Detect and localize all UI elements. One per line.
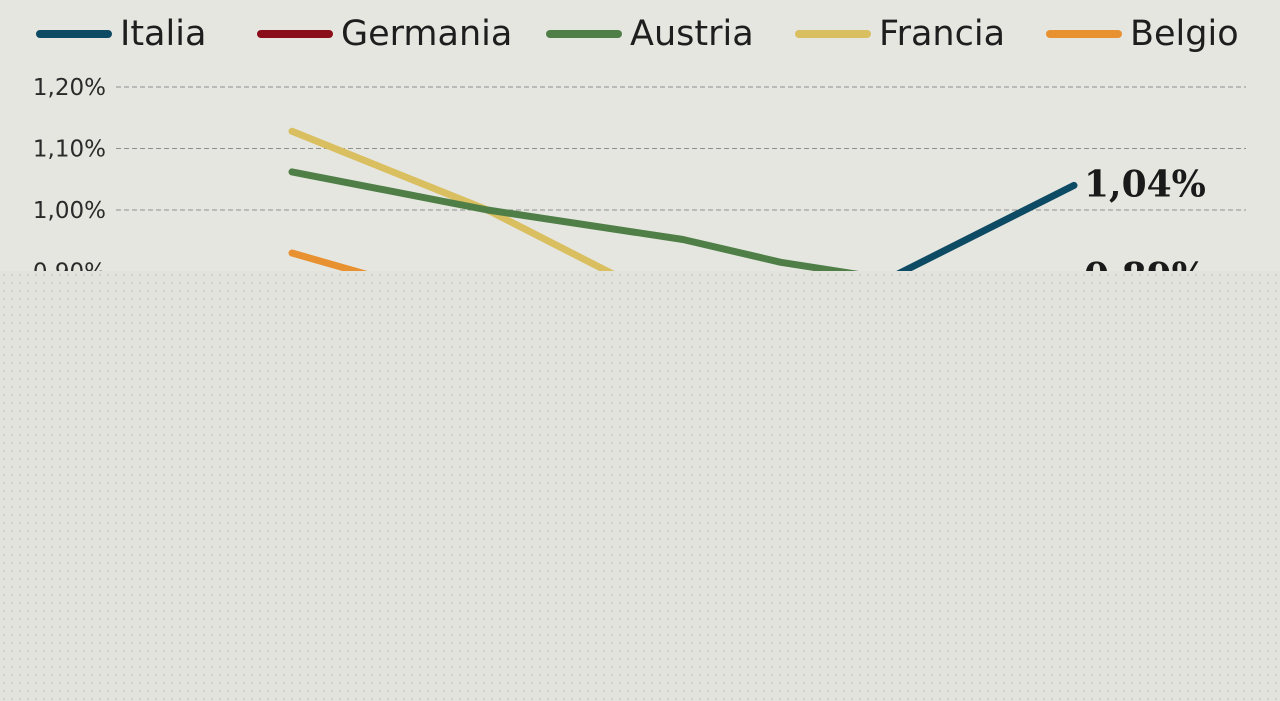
legend-swatch-francia (795, 30, 871, 38)
legend-swatch-belgio (1046, 30, 1122, 38)
legend-label-francia: Francia (879, 14, 1006, 54)
y-tick-label: 1,20% (33, 75, 106, 101)
end-value-label: 1,04% (1084, 163, 1206, 205)
series-line-austria (288, 168, 882, 282)
y-tick-label: 1,10% (33, 137, 106, 163)
legend-label-italia: Italia (120, 14, 207, 54)
legend-label-austria: Austria (630, 14, 754, 54)
y-tick-label: 1,00% (33, 198, 106, 224)
legend-swatch-austria (546, 30, 622, 38)
legend-label-germania: Germania (341, 14, 513, 54)
obscured-overlay (0, 271, 1280, 701)
legend-swatch-germania (257, 30, 333, 38)
chart-legend: Italia Germania Austria Francia Belgio (0, 0, 1280, 68)
legend-swatch-italia (36, 30, 112, 38)
legend-label-belgio: Belgio (1130, 14, 1239, 54)
series-line-italia (875, 181, 1078, 288)
